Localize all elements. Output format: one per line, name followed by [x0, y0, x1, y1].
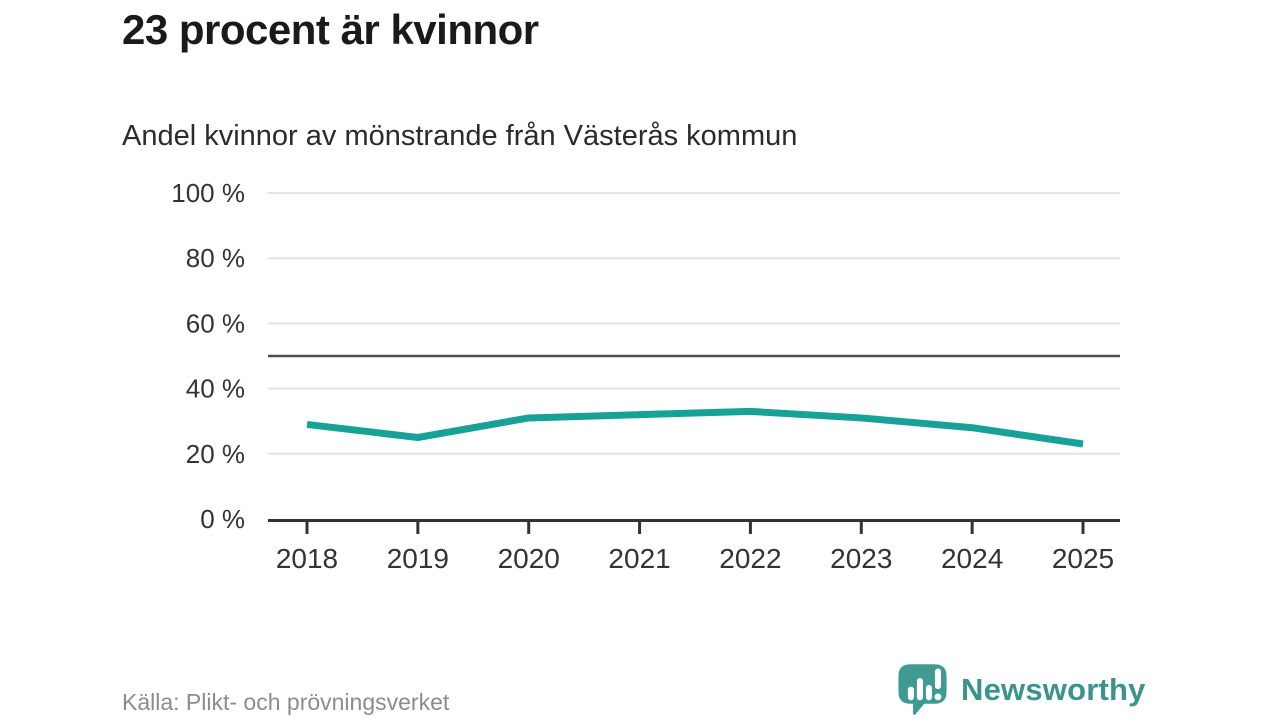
data-line-andel-kvinnor — [306, 407, 1084, 448]
x-tick-label: 2021 — [608, 543, 670, 574]
x-tick-label: 2025 — [1052, 543, 1114, 574]
y-tick-label: 100 % — [171, 178, 245, 208]
source-note: Källa: Plikt- och prövningsverket — [122, 689, 450, 715]
y-tick-label: 60 % — [186, 308, 245, 338]
x-tick-label: 2022 — [719, 543, 781, 574]
newsworthy-bubble-barchart-icon — [895, 661, 950, 719]
y-tick-label: 80 % — [186, 243, 245, 273]
x-tick-label: 2018 — [276, 543, 338, 574]
x-tick-label: 2023 — [830, 543, 892, 574]
x-tick-label: 2019 — [387, 543, 449, 574]
newsworthy-wordmark: Newsworthy — [961, 672, 1146, 707]
chart-title: 23 procent är kvinnor — [122, 6, 539, 53]
y-tick-label: 0 % — [200, 504, 245, 534]
x-tick-label: 2020 — [498, 543, 560, 574]
chart-subtitle: Andel kvinnor av mönstrande från Västerå… — [122, 120, 798, 152]
y-tick-label: 20 % — [186, 439, 245, 469]
newsworthy-logo: Newsworthy — [895, 661, 1146, 719]
y-tick-label: 40 % — [186, 374, 245, 404]
x-tick-label: 2024 — [941, 543, 1003, 574]
